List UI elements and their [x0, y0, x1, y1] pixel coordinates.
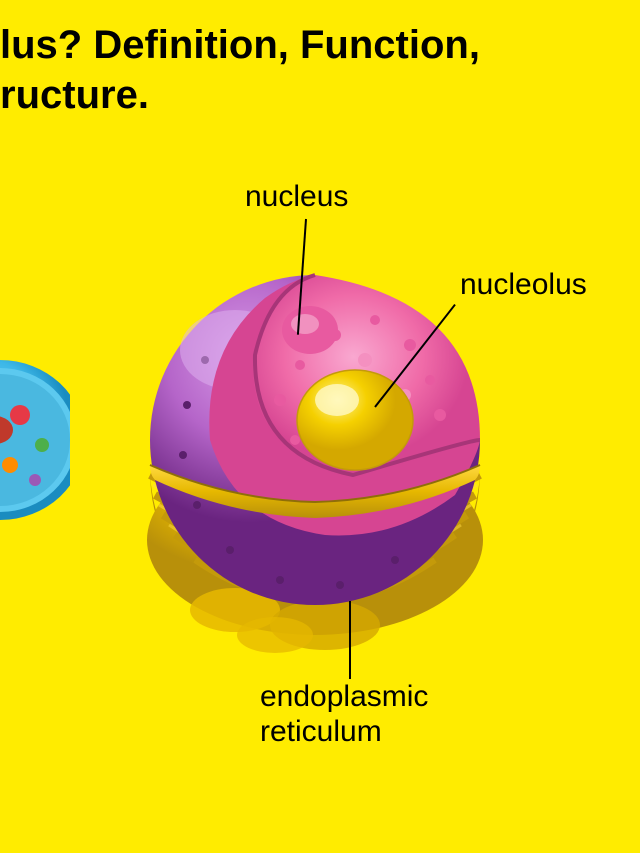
leader-er — [349, 601, 351, 679]
label-nucleus-text: nucleus — [245, 180, 348, 213]
title-line-1: lus? Definition, Function, — [0, 20, 480, 70]
label-er-text-1: endoplasmic — [260, 680, 428, 715]
side-cell-illustration — [0, 340, 70, 540]
page-title: lus? Definition, Function, ructure. — [0, 20, 480, 120]
label-er: endoplasmic reticulum — [260, 680, 428, 749]
label-nucleus: nucleus — [245, 180, 348, 214]
nucleolus — [297, 370, 413, 470]
label-nucleolus: nucleolus — [460, 268, 587, 302]
label-nucleolus-text: nucleolus — [460, 268, 587, 301]
label-er-text-2: reticulum — [260, 715, 428, 750]
title-line-2: ructure. — [0, 70, 480, 120]
